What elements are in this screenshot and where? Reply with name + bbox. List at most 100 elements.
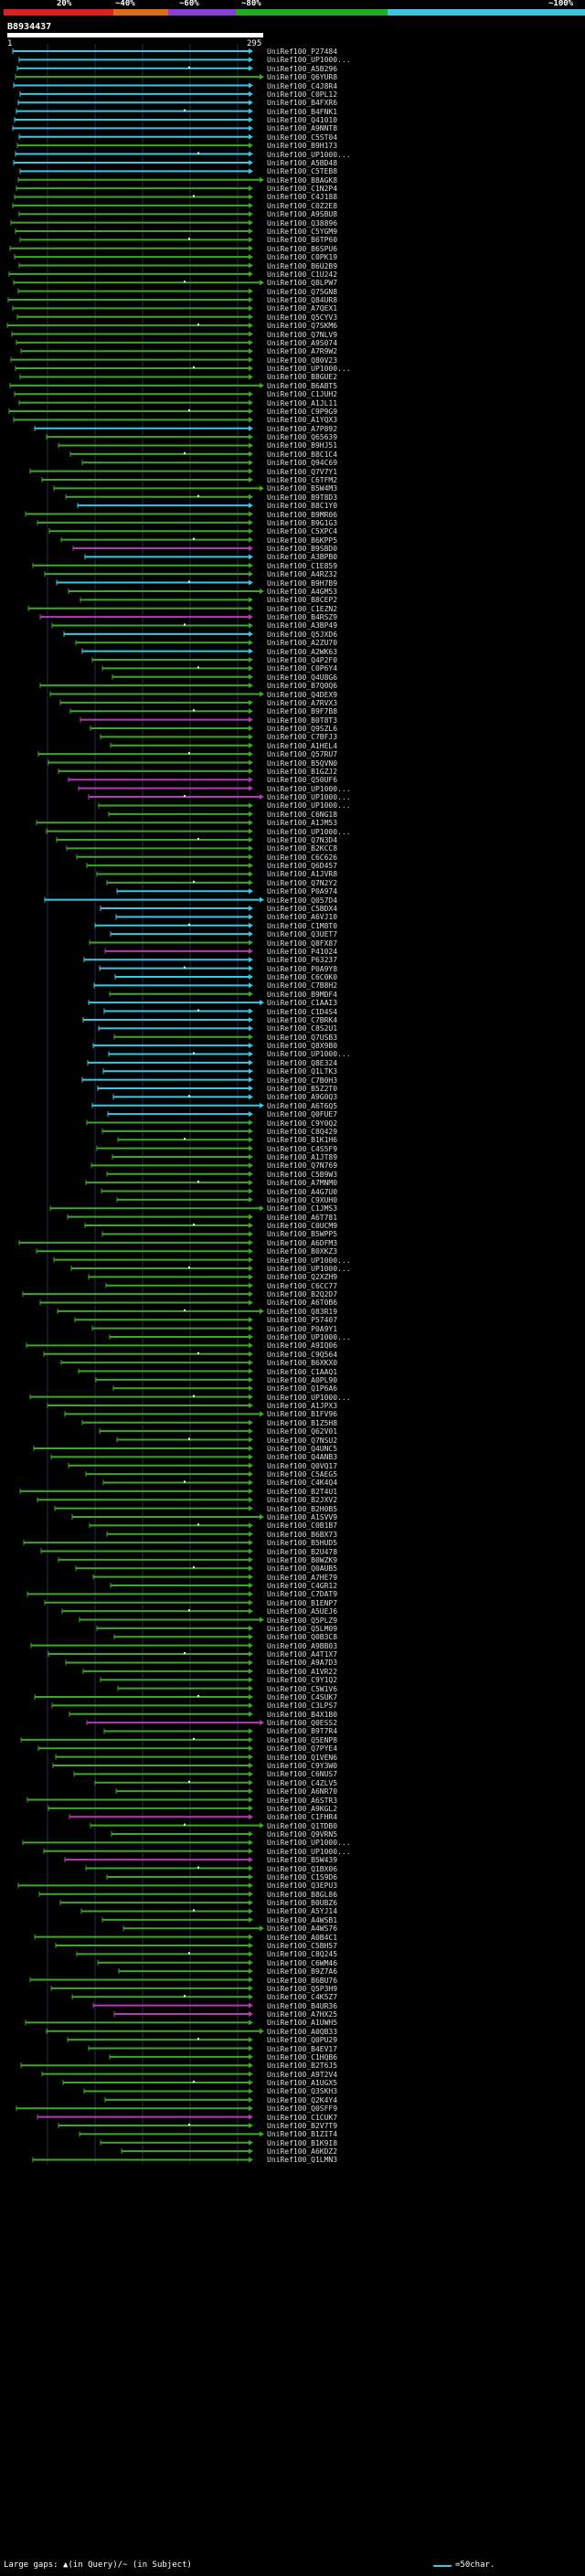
- hit-label[interactable]: UniRef100_Q057D4: [267, 896, 338, 905]
- hit-label[interactable]: UniRef100_A5BD48: [267, 158, 338, 167]
- hit-label[interactable]: UniRef100_UP1000...: [267, 150, 351, 159]
- hit-label[interactable]: UniRef100_C9Y1Q2: [267, 1676, 338, 1685]
- hit-label[interactable]: UniRef100_Q7N2Y2: [267, 878, 338, 887]
- hit-label[interactable]: UniRef100_C0B1B7: [267, 1521, 338, 1531]
- hit-label[interactable]: UniRef100_P63237: [267, 956, 338, 965]
- hit-label[interactable]: UniRef100_B9H173: [267, 142, 338, 151]
- hit-label[interactable]: UniRef100_P27484: [267, 48, 338, 56]
- hit-label[interactable]: UniRef100_C0PL12: [267, 90, 338, 99]
- hit-label[interactable]: UniRef100_B9T7R4: [267, 1727, 338, 1736]
- hit-label[interactable]: UniRef100_Q5LM09: [267, 1624, 338, 1633]
- hit-label[interactable]: UniRef100_A4G7U0: [267, 1187, 338, 1196]
- hit-label[interactable]: UniRef100_B6BU76: [267, 1976, 338, 1985]
- hit-label[interactable]: UniRef100_B0WZK9: [267, 1555, 338, 1564]
- hit-label[interactable]: UniRef100_B2H0B5: [267, 1504, 338, 1513]
- hit-label[interactable]: UniRef100_UP1000...: [267, 827, 351, 836]
- hit-label[interactable]: UniRef100_A1JVR8: [267, 870, 338, 879]
- hit-label[interactable]: UniRef100_B8AGK8: [267, 175, 338, 185]
- hit-label[interactable]: UniRef100_UP1000...: [267, 365, 351, 374]
- hit-label[interactable]: UniRef100_C4K4Q4: [267, 1479, 338, 1488]
- hit-label[interactable]: UniRef100_B0UBZ6: [267, 1899, 338, 1908]
- hit-label[interactable]: UniRef100_A2ZU70: [267, 639, 338, 648]
- hit-label[interactable]: UniRef100_Q84UR8: [267, 296, 338, 305]
- hit-label[interactable]: UniRef100_A2WK63: [267, 647, 338, 656]
- hit-label[interactable]: UniRef100_C9XUH0: [267, 1195, 338, 1204]
- hit-label[interactable]: UniRef100_P41024: [267, 947, 338, 956]
- hit-label[interactable]: UniRef100_C0PK19: [267, 253, 338, 262]
- hit-label[interactable]: UniRef100_UP1000...: [267, 793, 351, 802]
- hit-label[interactable]: UniRef100_C4ZLV5: [267, 1778, 338, 1787]
- hit-label[interactable]: UniRef100_Q5ENP8: [267, 1735, 338, 1744]
- hit-label[interactable]: UniRef100_Q7SKM6: [267, 322, 338, 331]
- hit-label[interactable]: UniRef100_Q1LMN3: [267, 2156, 338, 2165]
- hit-label[interactable]: UniRef100_C1JMS3: [267, 1204, 338, 1214]
- hit-label[interactable]: UniRef100_Q0ESS2: [267, 1719, 338, 1728]
- hit-label[interactable]: UniRef100_UP1000...: [267, 1264, 351, 1273]
- hit-label[interactable]: UniRef100_Q7NSU2: [267, 1436, 338, 1445]
- hit-label[interactable]: UniRef100_B5W439: [267, 1856, 338, 1865]
- hit-label[interactable]: UniRef100_B6BX73: [267, 1530, 338, 1539]
- hit-label[interactable]: UniRef100_C8Q429: [267, 1127, 338, 1136]
- hit-label[interactable]: UniRef100_Q7N769: [267, 1161, 338, 1171]
- hit-label[interactable]: UniRef100_UP1000...: [267, 1393, 351, 1402]
- hit-label[interactable]: UniRef100_Q4P2F0: [267, 655, 338, 664]
- hit-label[interactable]: UniRef100_Q5P3H9: [267, 1984, 338, 1993]
- hit-label[interactable]: UniRef100_C1HQB6: [267, 2052, 338, 2062]
- hit-label[interactable]: UniRef100_B8C1Y0: [267, 502, 338, 511]
- hit-label[interactable]: UniRef100_A9IQ06: [267, 1341, 338, 1351]
- hit-label[interactable]: UniRef100_UP1000...: [267, 1839, 351, 1848]
- hit-label[interactable]: UniRef100_Q7V7Y1: [267, 467, 338, 476]
- hit-label[interactable]: UniRef100_A3BP49: [267, 621, 338, 631]
- hit-label[interactable]: UniRef100_C4J8R4: [267, 81, 338, 90]
- hit-label[interactable]: UniRef100_A5YJ14: [267, 1907, 338, 1916]
- hit-label[interactable]: UniRef100_C9Y0Q2: [267, 1118, 338, 1128]
- hit-label[interactable]: UniRef100_Q41010: [267, 116, 338, 125]
- hit-label[interactable]: UniRef100_Q8FX87: [267, 938, 338, 948]
- hit-label[interactable]: UniRef100_C4J188: [267, 193, 338, 202]
- hit-label[interactable]: UniRef100_C5TEB8: [267, 167, 338, 176]
- hit-label[interactable]: UniRef100_UP1000...: [267, 1333, 351, 1341]
- hit-label[interactable]: UniRef100_A6STR3: [267, 1796, 338, 1805]
- hit-label[interactable]: UniRef100_Q62V01: [267, 1427, 338, 1436]
- hit-label[interactable]: UniRef100_C6C626: [267, 853, 338, 862]
- hit-label[interactable]: UniRef100_Q5CYV3: [267, 313, 338, 322]
- hit-label[interactable]: UniRef100_A7HE79: [267, 1573, 338, 1582]
- hit-label[interactable]: UniRef100_C8Q245: [267, 1950, 338, 1959]
- hit-label[interactable]: UniRef100_A4T1X7: [267, 1650, 338, 1659]
- hit-label[interactable]: UniRef100_B4FNK1: [267, 107, 338, 116]
- hit-label[interactable]: UniRef100_C4SUK7: [267, 1692, 338, 1701]
- hit-label[interactable]: UniRef100_C1M8T0: [267, 921, 338, 930]
- hit-label[interactable]: UniRef100_Q4ANB3: [267, 1453, 338, 1462]
- hit-label[interactable]: UniRef100_Q5PLZ9: [267, 1616, 338, 1625]
- hit-label[interactable]: UniRef100_B5QVN0: [267, 758, 338, 768]
- hit-label[interactable]: UniRef100_B6ABT5: [267, 381, 338, 390]
- hit-label[interactable]: UniRef100_B6XKX0: [267, 1359, 338, 1368]
- hit-label[interactable]: UniRef100_B7Q0Q6: [267, 682, 338, 691]
- hit-label[interactable]: UniRef100_C1AAI3: [267, 999, 338, 1008]
- hit-label[interactable]: UniRef100_P57407: [267, 1316, 338, 1325]
- hit-label[interactable]: UniRef100_A1JL11: [267, 398, 338, 408]
- hit-label[interactable]: UniRef100_B5Z2T0: [267, 1084, 338, 1093]
- hit-label[interactable]: UniRef100_B8CEP2: [267, 596, 338, 605]
- hit-label[interactable]: UniRef100_B1ZIT4: [267, 2130, 338, 2139]
- hit-label[interactable]: UniRef100_C5BH57: [267, 1941, 338, 1950]
- hit-label[interactable]: UniRef100_A6NR70: [267, 1787, 338, 1797]
- hit-label[interactable]: UniRef100_C7B0H3: [267, 1076, 338, 1085]
- hit-label[interactable]: UniRef100_Q4UNC5: [267, 1444, 338, 1453]
- hit-label[interactable]: UniRef100_Q0B3C8: [267, 1633, 338, 1642]
- hit-label[interactable]: UniRef100_Q75GN8: [267, 287, 338, 296]
- hit-label[interactable]: UniRef100_B2U478: [267, 1547, 338, 1556]
- hit-label[interactable]: UniRef100_P0A974: [267, 887, 338, 896]
- hit-label[interactable]: UniRef100_C6C0K0: [267, 973, 338, 982]
- hit-label[interactable]: UniRef100_A1UGX5: [267, 2079, 338, 2088]
- hit-label[interactable]: UniRef100_Q7NLV9: [267, 330, 338, 339]
- hit-label[interactable]: UniRef100_UP1000...: [267, 801, 351, 811]
- hit-label[interactable]: UniRef100_B5W4M3: [267, 484, 338, 493]
- hit-label[interactable]: UniRef100_C5XPC4: [267, 527, 338, 536]
- hit-label[interactable]: UniRef100_Q5JXD6: [267, 630, 338, 639]
- hit-label[interactable]: UniRef100_B9MDF4: [267, 990, 338, 999]
- hit-label[interactable]: UniRef100_B9T8D3: [267, 493, 338, 502]
- hit-label[interactable]: UniRef100_C9Y3W0: [267, 1762, 338, 1770]
- hit-label[interactable]: UniRef100_A7R9W2: [267, 347, 338, 356]
- hit-label[interactable]: UniRef100_Q3SKH3: [267, 2087, 338, 2096]
